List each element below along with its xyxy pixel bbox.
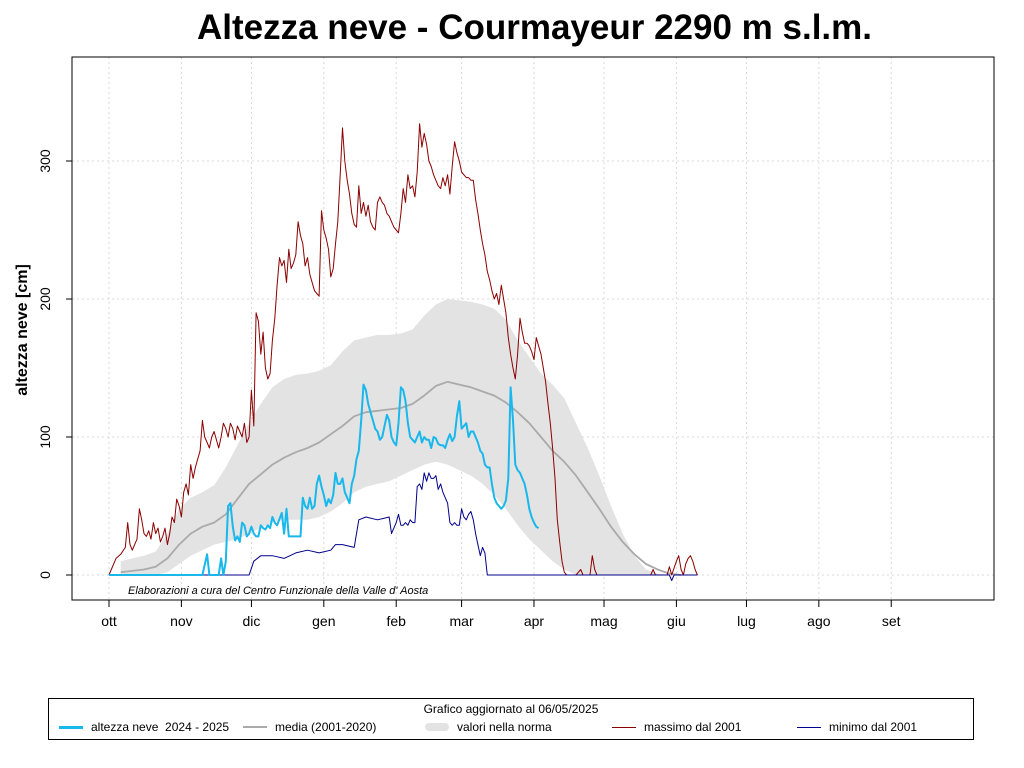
x-tick-label: set <box>882 613 901 629</box>
legend-title: Grafico aggiornato al 06/05/2025 <box>423 702 599 716</box>
y-tick-label: 200 <box>37 287 53 311</box>
x-tick-label: gen <box>312 613 335 629</box>
legend-label-band: valori nella norma <box>457 720 552 734</box>
series-line-current <box>109 383 540 576</box>
legend-item-max: massimo dal 2001 <box>612 720 741 734</box>
x-tick-label: dic <box>242 613 260 629</box>
plot-frame <box>71 56 995 601</box>
x-tick-label: ago <box>807 613 831 629</box>
x-tick-label: giu <box>667 613 686 629</box>
series-line-min <box>109 472 698 581</box>
legend-swatch-min <box>797 726 821 728</box>
legend-item-band: valori nella norma <box>425 720 552 734</box>
legend-label-mean: media (2001-2020) <box>275 720 377 734</box>
series-line-mean <box>120 380 682 576</box>
x-tick-label: ott <box>101 613 117 629</box>
y-tick-label: 300 <box>37 149 53 173</box>
legend-item-current: altezza neve 2024 - 2025 <box>59 720 229 734</box>
x-tick-label: feb <box>386 613 406 629</box>
legend-label-min: minimo dal 2001 <box>829 720 918 734</box>
legend-label-max: massimo dal 2001 <box>644 720 742 734</box>
x-tick-label: apr <box>524 613 545 629</box>
credit-annotation: Elaborazioni a cura del Centro Funzional… <box>128 585 428 597</box>
snow-depth-chart: 0 100 200 300 ott nov dic gen feb mar apr mag giu lu… <box>14 56 995 629</box>
legend-item-min: minimo dal 2001 <box>797 720 917 734</box>
legend-swatch-max <box>612 726 636 728</box>
legend-item-mean: media (2001-2020) <box>243 720 376 734</box>
legend-swatch-band <box>425 723 449 731</box>
x-tick-label: mag <box>590 613 617 629</box>
series-line-max <box>108 123 698 576</box>
x-tick-label: lug <box>737 613 756 629</box>
series-layer <box>108 123 698 581</box>
legend-label-current: altezza neve 2024 - 2025 <box>91 720 230 734</box>
x-tick-label: nov <box>170 613 193 629</box>
chart-title: Altezza neve - Courmayeur 2290 m s.l.m. <box>197 8 872 47</box>
y-axis: 0 100 200 300 <box>37 149 72 579</box>
y-tick-label: 0 <box>37 571 53 579</box>
y-tick-label: 100 <box>37 425 53 449</box>
legend-swatch-mean <box>243 726 267 728</box>
x-axis: ott nov dic gen feb mar apr mag giu lug ago set <box>101 600 901 629</box>
legend-swatch-current <box>59 725 83 729</box>
legend: Grafico aggiornato al 06/05/2025 altezza… <box>48 698 974 740</box>
norm-band-layer <box>120 299 670 575</box>
y-axis-label: altezza neve [cm] <box>14 264 31 396</box>
x-tick-label: mar <box>450 613 474 629</box>
norm-band-area <box>120 299 670 575</box>
